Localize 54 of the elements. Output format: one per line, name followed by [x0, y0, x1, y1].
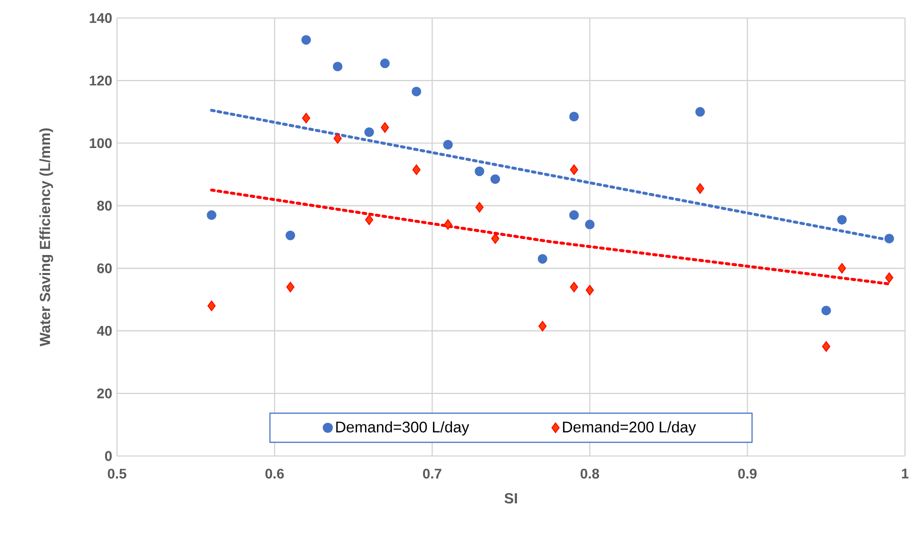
- point: [380, 122, 389, 133]
- point: [332, 62, 342, 72]
- y-tick-label: 80: [97, 200, 112, 211]
- y-tick-label: 20: [97, 388, 112, 398]
- point: [444, 219, 452, 230]
- point: [334, 133, 342, 144]
- x-tick-label: 0.5: [108, 468, 126, 479]
- point: [822, 341, 830, 352]
- point: [490, 174, 500, 184]
- y-tick-label: 140: [90, 13, 112, 23]
- point: [569, 112, 579, 122]
- point: [838, 263, 846, 274]
- point: [821, 306, 831, 316]
- point: [412, 86, 422, 96]
- point: [885, 272, 894, 283]
- point: [443, 140, 453, 150]
- point: [412, 164, 421, 175]
- y-tick-label: 120: [90, 76, 112, 86]
- x-axis-title: SI: [504, 493, 517, 504]
- x-tick-label: 0.7: [423, 468, 442, 479]
- point: [570, 164, 578, 175]
- y-tick-label: 0: [105, 451, 112, 461]
- y-tick-label: 60: [97, 263, 112, 274]
- legend-label: Demand=200 L/day: [563, 421, 696, 436]
- point: [538, 254, 548, 264]
- point: [884, 234, 894, 244]
- x-tick-label: 0.9: [738, 468, 757, 479]
- point: [569, 210, 579, 220]
- x-tick-label: 0.8: [580, 468, 600, 479]
- y-axis-title: Water Saving Efficiency (L/mm): [39, 128, 54, 346]
- point: [364, 127, 374, 137]
- point: [301, 35, 311, 45]
- point: [586, 284, 594, 296]
- point: [206, 210, 216, 220]
- point: [207, 300, 216, 312]
- y-tick-label: 100: [90, 138, 112, 148]
- point: [286, 282, 294, 292]
- point: [491, 233, 500, 244]
- point: [475, 202, 484, 213]
- point: [837, 214, 847, 225]
- point: [696, 183, 704, 194]
- x-tick-label: 1: [902, 468, 908, 478]
- point: [380, 58, 390, 68]
- point: [584, 220, 595, 230]
- point: [570, 282, 578, 292]
- y-tick-label: 40: [96, 326, 112, 336]
- point: [302, 112, 310, 124]
- x-tick-label: 0.6: [265, 468, 284, 479]
- point: [365, 214, 374, 226]
- point: [695, 107, 705, 117]
- legend-label: Demand=300 L/day: [336, 421, 470, 436]
- point: [286, 230, 296, 240]
- point: [474, 166, 484, 176]
- point: [538, 320, 547, 332]
